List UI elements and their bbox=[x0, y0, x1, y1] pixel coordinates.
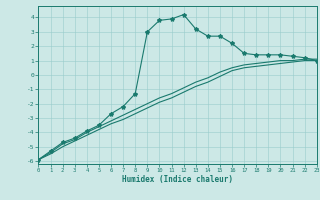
X-axis label: Humidex (Indice chaleur): Humidex (Indice chaleur) bbox=[122, 175, 233, 184]
